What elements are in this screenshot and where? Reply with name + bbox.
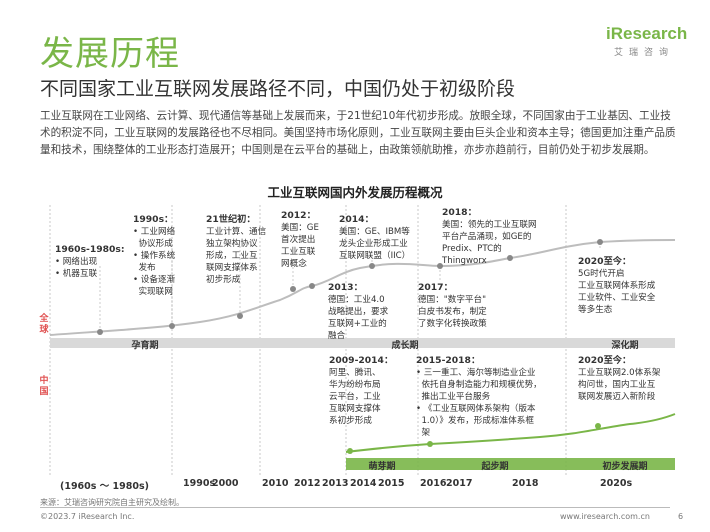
logo-subtext: 艾瑞咨询 <box>614 48 675 58</box>
timeline-year-label: 2000 <box>212 478 239 489</box>
event-year: 2013： <box>328 282 363 293</box>
global-event-1960s: 1960s-1980s: • 网络出现 • 机器互联 <box>55 244 155 280</box>
china-phase-1: 萌芽期 <box>368 462 396 472</box>
china-event-marker <box>595 423 601 429</box>
footer-divider <box>40 507 670 508</box>
china-side-label: 中国 <box>39 376 49 397</box>
event-text: • 工业网络 协议形成 • 操作系统 发布 • 设备逐渐 实现联网 <box>133 227 176 297</box>
intro-paragraph: 工业互联网在工业网络、云计算、现代通信等基础上发展而来，于21世纪10年代初步形… <box>40 110 676 156</box>
global-event-2018: 2018： 美国：领先的工业互联网 平台产品涌现，如GE的 Predix、PTC… <box>442 207 552 267</box>
event-year: 2017： <box>418 282 453 293</box>
china-phase-3: 初步发展期 <box>602 462 648 472</box>
timeline-year-label: 2013 <box>322 478 349 489</box>
timeline-year-label: 2020s <box>600 478 633 489</box>
global-event-1990s: 1990s： • 工业网络 协议形成 • 操作系统 发布 • 设备逐渐 实现联网 <box>133 214 213 298</box>
event-year: 2012： <box>281 210 316 221</box>
china-phase-band <box>346 458 675 470</box>
global-event-marker <box>437 263 443 269</box>
china-event-2009-2014: 2009-2014： 阿里、腾讯、 华为纷纷布局 云平台，工业 互联网支撑体 系… <box>329 355 405 427</box>
event-text: 工业互联网2.0体系架 构问世，国内工业互 联网发展迈入新阶段 <box>578 368 661 402</box>
global-event-marker <box>507 255 513 261</box>
website: www.iresearch.com.cn <box>560 512 650 521</box>
china-development-curve <box>345 413 676 453</box>
global-phase-2: 成长期 <box>391 341 419 351</box>
global-phase-3: 深化期 <box>611 341 639 351</box>
global-event-2020: 2020至今： 5G时代开启 工业互联网体系形成 工业软件、工业安全 等多生态 <box>578 256 678 316</box>
timeline-year-label: 2014 <box>350 478 377 489</box>
global-event-2017: 2017： 德国："数字平台" 白皮书发布，制定 了数字化转换政策 <box>418 282 508 330</box>
event-year: 2014： <box>339 214 374 225</box>
event-year: 2018： <box>442 207 477 218</box>
global-event-marker <box>290 286 296 292</box>
copyright: ©2023.7 iResearch Inc. <box>40 512 135 521</box>
page-number: 6 <box>678 512 684 521</box>
china-event-2015-2018: 2015-2018： • 三一重工、海尔等制造业企业 依托自身制造能力和规模优势… <box>416 355 576 439</box>
timeline-year-label: 2012 <box>294 478 321 489</box>
global-phase-1: 孕育期 <box>131 341 159 351</box>
page-subtitle: 不同国家工业互联网发展路径不同，中国仍处于初级阶段 <box>40 78 516 100</box>
global-event-marker <box>237 313 243 319</box>
timeline-year-label: 2015 <box>378 478 405 489</box>
global-phase-band <box>50 338 675 348</box>
event-year: 2015-2018： <box>416 355 481 366</box>
event-text: 阿里、腾讯、 华为纷纷布局 云平台，工业 互联网支撑体 系初步形成 <box>329 368 381 426</box>
china-event-marker <box>347 448 353 454</box>
event-text: 德国：工业4.0 战略提出，要求 互联网+工业的 融合 <box>328 295 389 341</box>
event-text: 美国：领先的工业互联网 平台产品涌现，如GE的 Predix、PTC的 Thin… <box>442 220 537 266</box>
timeline-year-label: 2018 <box>512 478 539 489</box>
event-text: • 网络出现 • 机器互联 <box>55 257 98 279</box>
timeline-year-label: (1960s ～ 1980s) <box>60 481 149 492</box>
event-year: 2009-2014： <box>329 355 394 366</box>
event-year: 21世纪初： <box>206 214 256 225</box>
event-year: 1990s： <box>133 214 174 225</box>
global-event-2013: 2013： 德国：工业4.0 战略提出，要求 互联网+工业的 融合 <box>328 282 404 342</box>
global-event-2000s: 21世纪初： 工业计算、通信 独立架构协议 形成，工业互 联网支撑体系 初步形成 <box>206 214 278 286</box>
global-event-marker <box>97 329 103 335</box>
logo-text: iResearch <box>606 24 688 43</box>
global-event-marker <box>169 323 175 329</box>
timeline-year-label: 1990s <box>183 478 216 489</box>
event-text: • 三一重工、海尔等制造业企业 依托自身制造能力和规模优势， 推出工业平台服务 … <box>416 368 542 438</box>
china-phase-2: 起步期 <box>481 462 509 472</box>
source-note: 来源：艾瑞咨询研究院自主研究及绘制。 <box>40 498 184 507</box>
event-year: 1960s-1980s: <box>55 244 125 255</box>
timeline-year-label: 2016 <box>420 478 447 489</box>
event-text: 德国："数字平台" 白皮书发布，制定 了数字化转换政策 <box>418 295 487 329</box>
china-event-marker <box>427 441 433 447</box>
global-event-2014: 2014： 美国：GE、IBM等 龙头企业形成工业 互联网联盟（IIC） <box>339 214 439 262</box>
iresearch-logo: iResearch 艾瑞咨询 <box>606 24 690 64</box>
event-year: 2020至今： <box>578 256 632 267</box>
global-side-label: 全球 <box>39 314 49 335</box>
diagram-title: 工业互联网国内外发展历程概况 <box>267 185 443 200</box>
china-event-2020: 2020至今： 工业互联网2.0体系架 构问世，国内工业互 联网发展迈入新阶段 <box>578 355 684 403</box>
event-text: 美国：GE 首次提出 工业互联 网概念 <box>281 223 319 269</box>
event-text: 美国：GE、IBM等 龙头企业形成工业 互联网联盟（IIC） <box>339 227 411 261</box>
global-event-marker <box>309 283 315 289</box>
event-year: 2020至今： <box>578 355 632 366</box>
timeline-year-label: 2017 <box>446 478 473 489</box>
global-event-2012: 2012： 美国：GE 首次提出 工业互联 网概念 <box>281 210 337 270</box>
global-event-marker <box>369 263 375 269</box>
timeline-year-label: 2010 <box>262 478 289 489</box>
global-development-curve <box>49 239 676 336</box>
event-text: 5G时代开启 工业互联网体系形成 工业软件、工业安全 等多生态 <box>578 269 656 315</box>
page-title: 发展历程 <box>40 34 180 74</box>
global-event-marker <box>597 239 603 245</box>
event-text: 工业计算、通信 独立架构协议 形成，工业互 联网支撑体系 初步形成 <box>206 227 267 285</box>
